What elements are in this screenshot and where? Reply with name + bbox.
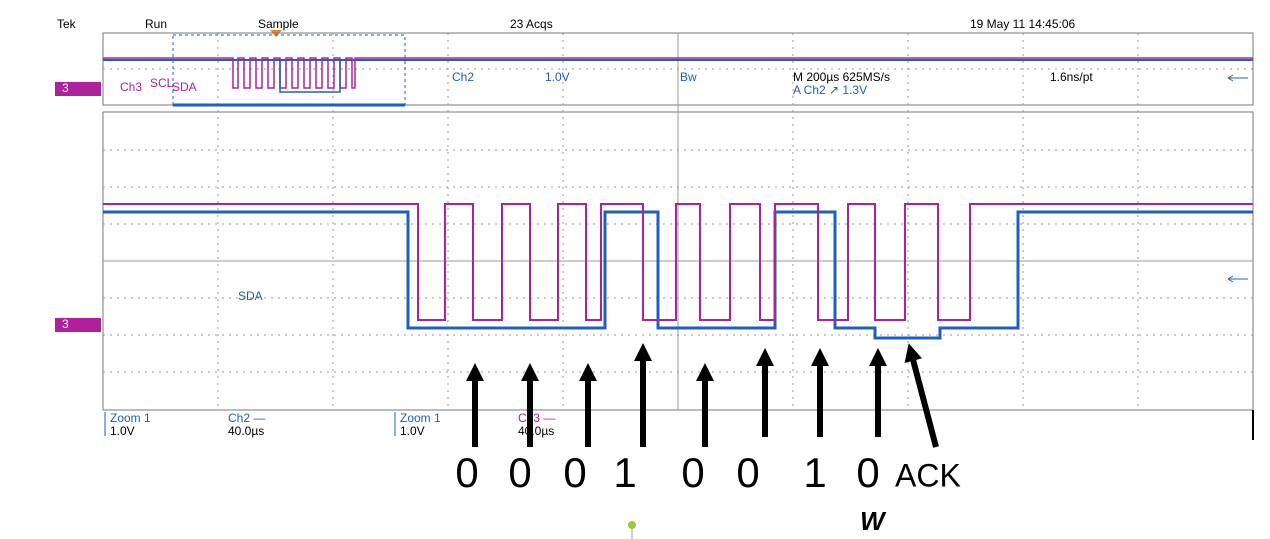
ch3-marker [55, 82, 101, 96]
zoom-name: Zoom 1 [400, 411, 441, 425]
bit-label: 0 [856, 449, 879, 496]
zoom-name: Zoom 1 [110, 411, 151, 425]
acq-mode: Sample [258, 17, 299, 31]
bit-label: 0 [681, 449, 704, 496]
ack-label: ACK [895, 457, 961, 493]
zoom-brackets [104, 412, 396, 436]
bit-label: 1 [803, 449, 826, 496]
trace-label: SDA [238, 289, 263, 303]
level-arrow [1227, 74, 1248, 82]
run-state: Run [145, 17, 167, 31]
ch3-marker [55, 318, 101, 332]
level-arrow [1227, 275, 1248, 283]
readout-bandwidth: Bw [680, 70, 697, 84]
zoom-time: 40.0µs [228, 424, 264, 438]
rw-label: W [860, 506, 887, 536]
overview-label: Ch3 [120, 80, 142, 94]
zoom-box [172, 34, 406, 106]
zoom-scale: 1.0V [110, 424, 135, 438]
screen [102, 32, 1254, 440]
overview-label: SDA [172, 80, 197, 94]
acquisitions: 23 Acqs [510, 17, 553, 31]
readout-channel: Ch2 [452, 70, 474, 84]
bit-label: 0 [563, 449, 586, 496]
zoom-scale: 1.0V [400, 424, 425, 438]
sda-trace [103, 210, 1253, 340]
ch3-marker-label: 3 [62, 317, 69, 331]
scl-trace [103, 203, 1253, 321]
cursor-dot [628, 521, 636, 529]
overview-sda-burst [279, 60, 341, 93]
zoom-time: 40.0µs [518, 424, 554, 438]
zoom-channel: Ch3 — [518, 411, 555, 425]
readout-timebase: M 200µs 625MS/s [793, 70, 890, 84]
bit-label: 0 [455, 449, 478, 496]
ch3-marker-label: 3 [62, 81, 69, 95]
arrows [466, 343, 939, 448]
readout-trigger: A Ch2 ↗ 1.3V [793, 83, 867, 97]
bit-label: 0 [508, 449, 531, 496]
bit-label: 1 [613, 449, 636, 496]
readout-resolution: 1.6ns/pt [1050, 70, 1093, 84]
zoom-channel: Ch2 — [228, 411, 265, 425]
readout-scale: 1.0V [545, 70, 570, 84]
overview-label: SCL [150, 76, 174, 90]
timestamp: 19 May 11 14:45:06 [970, 17, 1076, 31]
bit-label: 0 [736, 449, 759, 496]
brand: Tek [57, 17, 77, 31]
